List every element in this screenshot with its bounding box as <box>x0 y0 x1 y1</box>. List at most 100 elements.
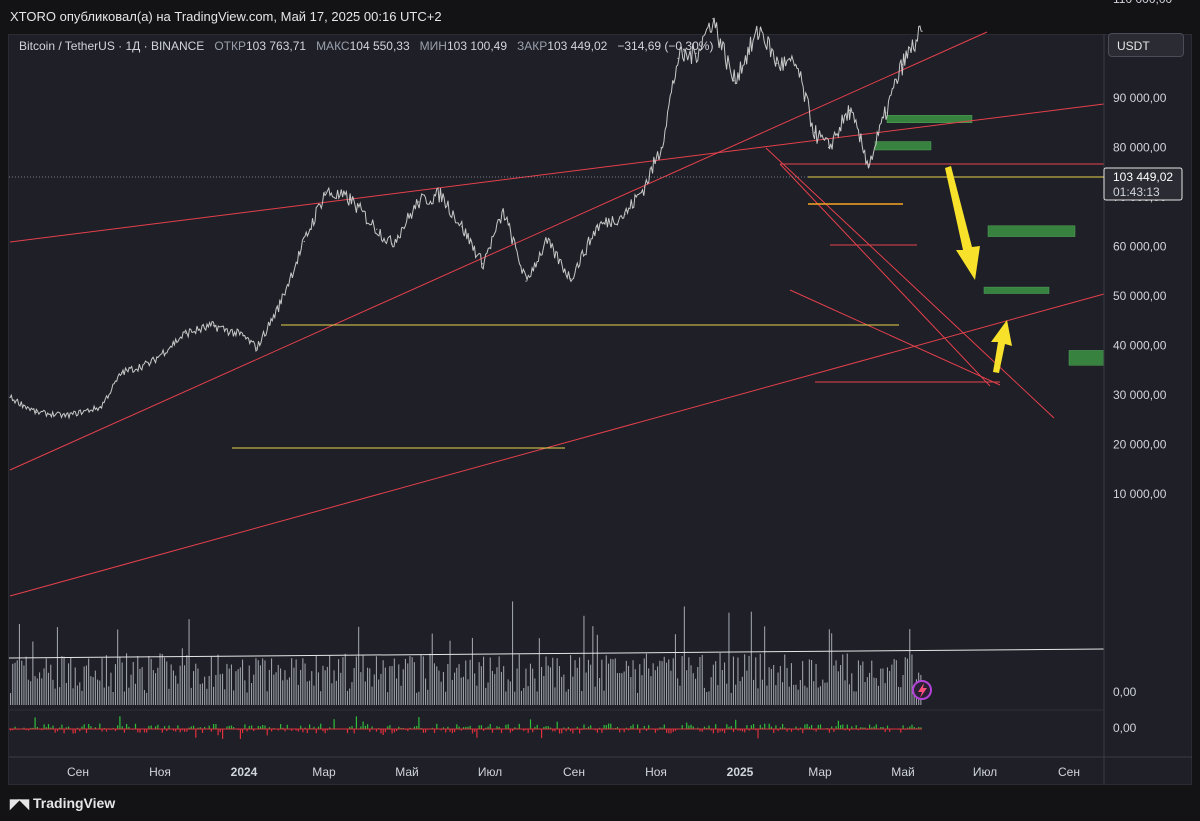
chart-pane[interactable] <box>8 34 1192 785</box>
price-point <box>418 201 420 203</box>
price-point <box>461 226 463 228</box>
oscillator-bar <box>367 724 369 729</box>
currency-button[interactable]: USDT <box>1108 33 1184 57</box>
oscillator-bar <box>286 724 288 729</box>
volume-bar <box>18 624 20 705</box>
volume-bar <box>672 658 674 705</box>
oscillator-bar <box>259 726 262 729</box>
volume-bar <box>741 676 743 705</box>
volume-bar <box>462 676 464 705</box>
volume-bar <box>579 657 581 705</box>
volume-bar <box>454 672 456 705</box>
volume-bar <box>130 674 132 705</box>
oscillator-bar <box>480 725 482 729</box>
volume-bar <box>291 658 293 705</box>
oscillator-bar <box>590 725 592 729</box>
volume-bar <box>286 679 288 705</box>
time-axis-label: Ноя <box>645 765 667 779</box>
volume-bar <box>121 662 123 705</box>
oscillator-bar <box>41 729 43 731</box>
volume-bars <box>8 601 1105 705</box>
oscillator-bar <box>81 726 83 729</box>
volume-bar <box>766 685 768 705</box>
volume-bar <box>884 683 886 705</box>
volume-bar <box>409 656 411 705</box>
volume-bar <box>150 658 152 705</box>
volume-bar <box>770 668 772 705</box>
oscillator-bars <box>9 716 922 739</box>
volume-bar <box>717 685 719 705</box>
oscillator-bar <box>828 729 830 733</box>
volume-bar <box>661 661 663 705</box>
symbol-title[interactable]: Bitcoin / TetherUS · 1Д · BINANCE <box>19 39 205 53</box>
oscillator-bar <box>750 725 752 729</box>
oscillator-bar <box>74 729 76 734</box>
oscillator-bar <box>851 726 853 729</box>
down-arrow <box>945 166 980 280</box>
oscillator-bar <box>726 724 728 729</box>
oscillator-bar <box>121 726 123 729</box>
volume-bar <box>824 682 826 705</box>
oscillator-bar <box>184 729 186 732</box>
oscillator-bar <box>10 729 12 731</box>
oscillator-bar <box>199 727 201 729</box>
volume-bar <box>875 678 877 705</box>
volume-bar <box>585 672 587 705</box>
oscillator-bar <box>407 729 409 732</box>
volume-bar <box>563 674 565 705</box>
oscillator-bar <box>587 726 590 729</box>
time-axis-label: 2024 <box>231 765 258 779</box>
volume-bar <box>909 629 911 705</box>
oscillator-bar <box>219 729 221 733</box>
volume-bar <box>804 685 806 705</box>
volume-bar <box>895 660 897 705</box>
volume-bar <box>413 662 415 705</box>
volume-bar <box>703 687 705 705</box>
price-line <box>9 17 922 420</box>
oscillator-bar <box>45 727 47 729</box>
volume-bar <box>54 688 56 705</box>
volume-bar <box>509 681 511 705</box>
volume-bar <box>813 681 815 705</box>
volume-bar <box>873 677 875 705</box>
close-label: ЗАКР <box>517 39 548 53</box>
volume-bar <box>538 638 540 705</box>
oscillator-bar <box>688 725 690 729</box>
volume-bar <box>83 666 85 705</box>
volume-bar <box>891 664 893 705</box>
volume-bar <box>853 691 855 705</box>
volume-bar <box>68 663 70 705</box>
volume-bar <box>826 682 828 705</box>
oscillator-bar <box>431 727 433 729</box>
volume-bar <box>440 681 442 705</box>
oscillator-bar <box>440 729 442 731</box>
volume-bar <box>911 654 913 705</box>
oscillator-bar <box>601 729 603 733</box>
oscillator-bar <box>137 729 139 733</box>
lower-channel-line <box>9 293 1105 597</box>
tradingview-logo[interactable]: ◤◥ TradingView <box>10 795 115 812</box>
oscillator-bar <box>442 727 445 729</box>
oscillator-bar <box>413 726 415 729</box>
oscillator-bar <box>485 727 487 729</box>
oscillator-bar <box>146 729 148 733</box>
volume-bar <box>43 668 45 705</box>
volume-bar <box>893 659 895 705</box>
oscillator-bar <box>282 727 284 729</box>
volume-bar <box>750 611 752 705</box>
oscillator-bar <box>228 725 230 729</box>
volume-bar <box>233 690 235 705</box>
volume-bar <box>331 683 333 705</box>
oscillator-bar <box>645 729 648 731</box>
price-point <box>885 112 887 114</box>
volume-bar <box>204 676 206 705</box>
volume-bar <box>445 691 447 705</box>
oscillator-bar <box>572 729 574 734</box>
volume-bar <box>300 669 302 705</box>
high-label: МАКС <box>316 39 350 53</box>
oscillator-bar <box>380 729 382 734</box>
volume-bar <box>367 667 369 705</box>
oscillator-bar <box>197 727 199 729</box>
volume-bar <box>371 686 373 705</box>
